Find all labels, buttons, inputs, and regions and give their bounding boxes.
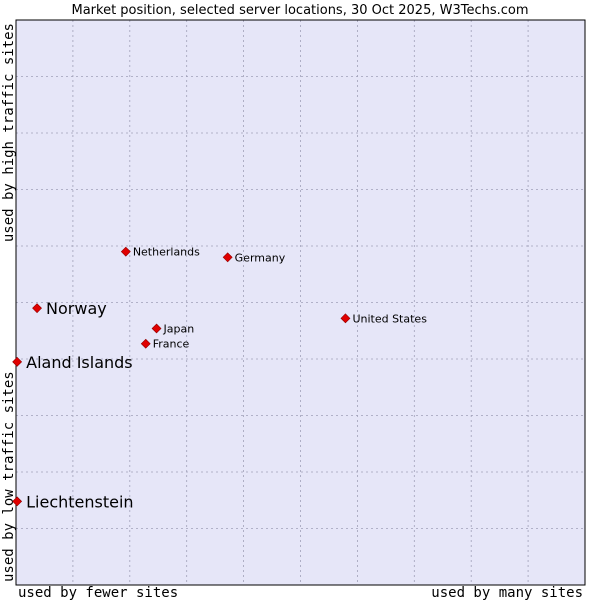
point-label-netherlands: Netherlands [133,246,200,259]
x-axis-label-high: used by many sites [431,585,583,600]
point-label-norway: Norway [46,299,107,318]
point-label-germany: Germany [235,251,286,264]
marker-aland-islands [12,356,23,367]
data-point-germany: Germany [222,251,286,264]
data-point-aland-islands: Aland Islands [12,353,133,372]
data-point-liechtenstein: Liechtenstein [12,492,134,511]
point-label-aland-islands: Aland Islands [26,353,133,372]
marker-united-states [340,313,351,324]
point-label-france: France [153,338,190,351]
data-point-japan: Japan [151,322,195,335]
y-axis-label-high: used by high traffic sites [1,23,17,242]
marker-germany [222,252,233,263]
data-point-norway: Norway [32,299,107,318]
chart-title: Market position, selected server locatio… [71,3,528,18]
point-label-japan: Japan [163,322,195,335]
x-axis-label-low: used by fewer sites [18,585,178,600]
marker-liechtenstein [12,496,23,507]
grid-lines [16,20,585,585]
marker-france [140,338,151,349]
marker-norway [32,303,42,314]
y-axis-label-low: used by low traffic sites [1,371,17,582]
data-point-netherlands: Netherlands [120,246,200,259]
point-label-united-states: United States [352,312,427,325]
data-points: Netherlands Germany Norway United States Jap… [12,246,427,511]
point-label-liechtenstein: Liechtenstein [26,492,133,511]
data-point-france: France [140,338,190,351]
data-point-united-states: United States [340,312,427,325]
marker-japan [151,323,162,334]
plot-border [15,19,586,586]
marker-netherlands [120,246,131,257]
